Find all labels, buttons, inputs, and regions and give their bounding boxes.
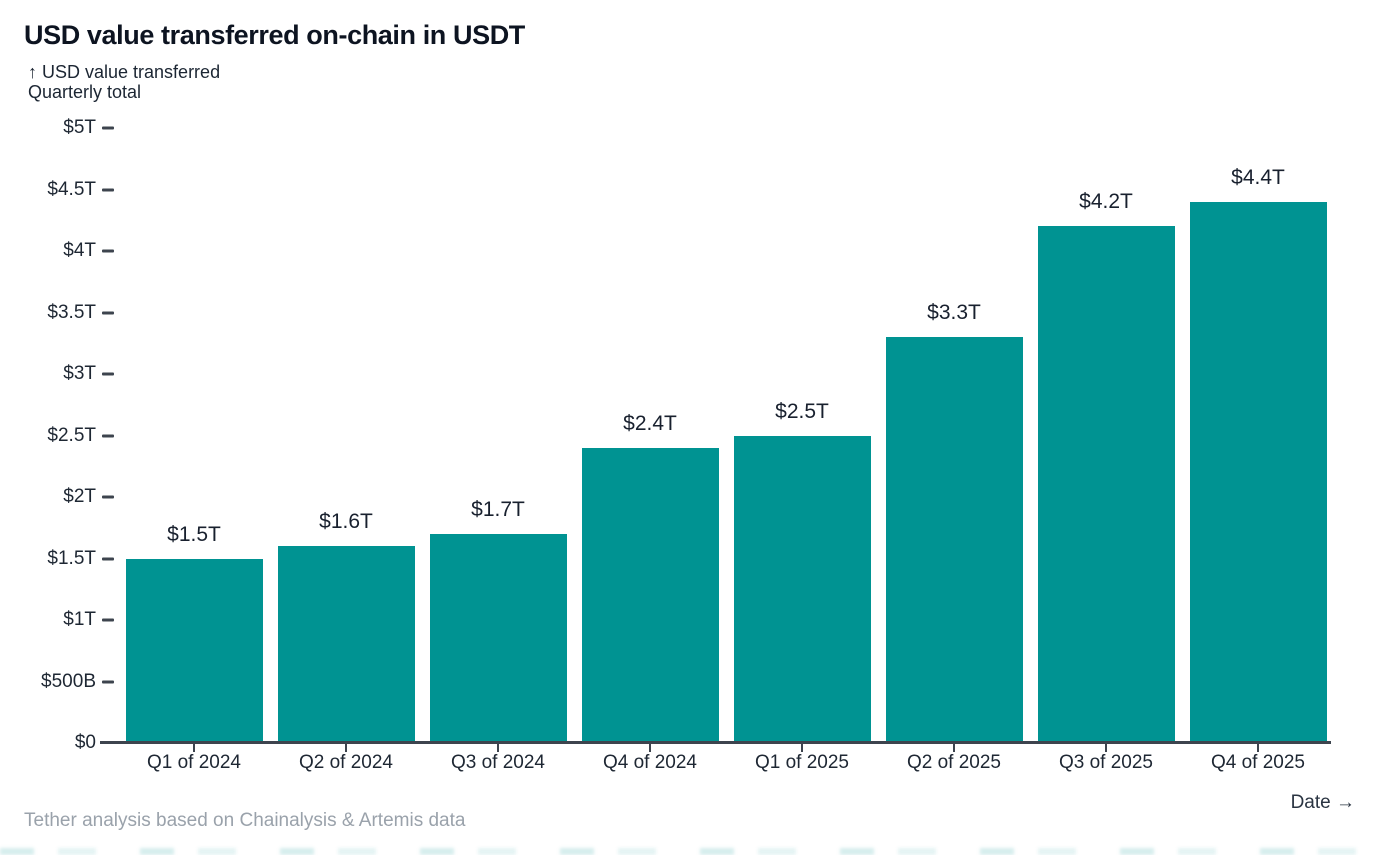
chart-title: USD value transferred on-chain in USDT xyxy=(24,20,525,50)
y-tick-mark xyxy=(102,188,114,191)
y-tick-mark xyxy=(102,495,114,499)
x-tick-label: Q4 of 2025 xyxy=(1210,752,1306,773)
y-tick-mark xyxy=(102,372,114,376)
x-axis-line xyxy=(100,741,1331,744)
y-tick-label: $3.5T xyxy=(47,301,96,323)
bar-q4-of-2024 xyxy=(581,447,719,742)
y-tick-mark xyxy=(102,434,114,437)
x-tick-mark xyxy=(1257,744,1259,752)
bar-value-label: $4.4T xyxy=(1231,165,1285,189)
y-tick-label: $1.5T xyxy=(47,547,96,569)
x-tick-mark xyxy=(1105,744,1107,752)
y-tick-label: $3T xyxy=(63,363,96,384)
bar-q3-of-2024 xyxy=(429,533,567,742)
x-tick-label: Q1 of 2024 xyxy=(146,752,242,773)
y-tick-mark xyxy=(102,618,114,622)
y-tick-label: $500B xyxy=(41,670,96,692)
bar-q1-of-2025 xyxy=(733,435,871,742)
x-tick-mark xyxy=(801,744,803,752)
y-axis-annotation: ↑ USD value transferred Quarterly total xyxy=(28,62,220,102)
y-tick-label: $1T xyxy=(63,609,96,630)
x-tick-label: Q3 of 2024 xyxy=(450,752,546,773)
y-tick-label: $0 xyxy=(74,732,96,753)
bar-value-label: $1.6T xyxy=(319,510,373,534)
x-axis-title: Date → xyxy=(1290,792,1355,813)
y-tick-label: $4.5T xyxy=(47,178,96,200)
source-note: Tether analysis based on Chainalysis & A… xyxy=(24,810,466,831)
y-tick-mark xyxy=(102,557,114,560)
y-tick-label: $5T xyxy=(63,117,96,138)
y-tick-mark xyxy=(102,249,114,253)
bar-value-label: $1.7T xyxy=(471,497,525,521)
x-tick-label: Q2 of 2025 xyxy=(906,752,1002,773)
y-axis-annotation-line2: Quarterly total xyxy=(28,82,142,102)
bar-q2-of-2024 xyxy=(277,546,415,742)
x-tick-mark xyxy=(345,744,347,752)
bar-q2-of-2025 xyxy=(885,337,1023,742)
y-axis-annotation-line1: ↑ USD value transferred xyxy=(28,62,221,82)
bar-q1-of-2024 xyxy=(125,558,263,742)
y-tick-label: $2.5T xyxy=(47,424,96,446)
x-tick-mark xyxy=(497,744,499,752)
y-tick-mark xyxy=(102,126,114,130)
x-tick-mark xyxy=(193,744,195,752)
y-tick-mark xyxy=(102,311,114,314)
y-tick-label: $2T xyxy=(63,486,96,507)
bar-value-label: $3.3T xyxy=(927,301,981,325)
x-tick-label: Q2 of 2024 xyxy=(298,752,394,773)
bar-value-label: $2.4T xyxy=(623,411,677,435)
x-tick-mark xyxy=(953,744,955,752)
bar-value-label: $1.5T xyxy=(167,522,221,546)
bar-q4-of-2025 xyxy=(1189,201,1327,742)
bar-q3-of-2025 xyxy=(1037,226,1175,742)
x-tick-label: Q1 of 2025 xyxy=(754,752,850,773)
x-tick-label: Q3 of 2025 xyxy=(1058,752,1154,773)
cropped-bottom-artifact xyxy=(0,848,1382,855)
bar-value-label: $2.5T xyxy=(775,399,829,423)
y-tick-label: $4T xyxy=(63,240,96,261)
bar-value-label: $4.2T xyxy=(1079,190,1133,214)
x-tick-label: Q4 of 2024 xyxy=(602,752,698,773)
x-tick-mark xyxy=(649,744,651,752)
y-tick-mark xyxy=(102,680,114,683)
